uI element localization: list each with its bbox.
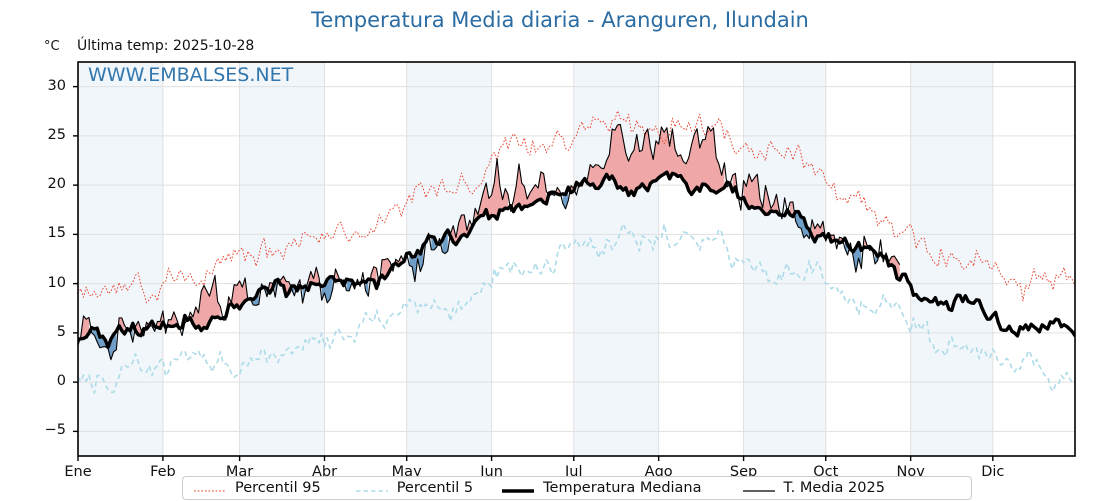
y-tick-label: 5 [56,323,66,340]
legend-swatch-icon [355,482,389,494]
legend-item-label: Percentil 5 [396,480,474,496]
legend-item[interactable]: Temperatura Mediana [501,477,702,499]
x-tick-label: Dic [981,464,1005,480]
legend-swatch-icon [501,482,535,494]
y-tick-label: 10 [47,274,66,291]
watermark-label: WWW.EMBALSES.NET [88,64,294,86]
y-tick-label: 30 [47,77,66,94]
chart-legend: Percentil 95 Percentil 5 Temperatura Media… [182,476,972,500]
legend-item-label: T. Media 2025 [783,480,885,496]
x-tick-label: Feb [150,464,176,480]
legend-swatch-icon [193,482,227,494]
y-tick-label: 20 [47,176,66,193]
legend-item-label: Percentil 95 [235,480,321,496]
legend-item[interactable]: Percentil 95 [193,477,321,499]
page-title: Temperatura Media diaria - Aranguren, Il… [311,8,809,32]
y-tick-label: 0 [56,373,66,390]
legend-swatch-icon [742,482,776,494]
legend-item[interactable]: Percentil 5 [355,477,473,499]
legend-item-label: Temperatura Mediana [543,480,702,496]
y-tick-label: 25 [47,126,66,143]
y-tick-label: 15 [47,225,66,242]
x-tick-label: Ene [64,464,92,480]
legend-item[interactable]: T. Media 2025 [742,477,885,499]
y-axis-unit-label: °C [44,39,60,54]
last-temp-label: Última temp: 2025-10-28 [77,38,255,54]
y-tick-label: −5 [44,422,66,439]
